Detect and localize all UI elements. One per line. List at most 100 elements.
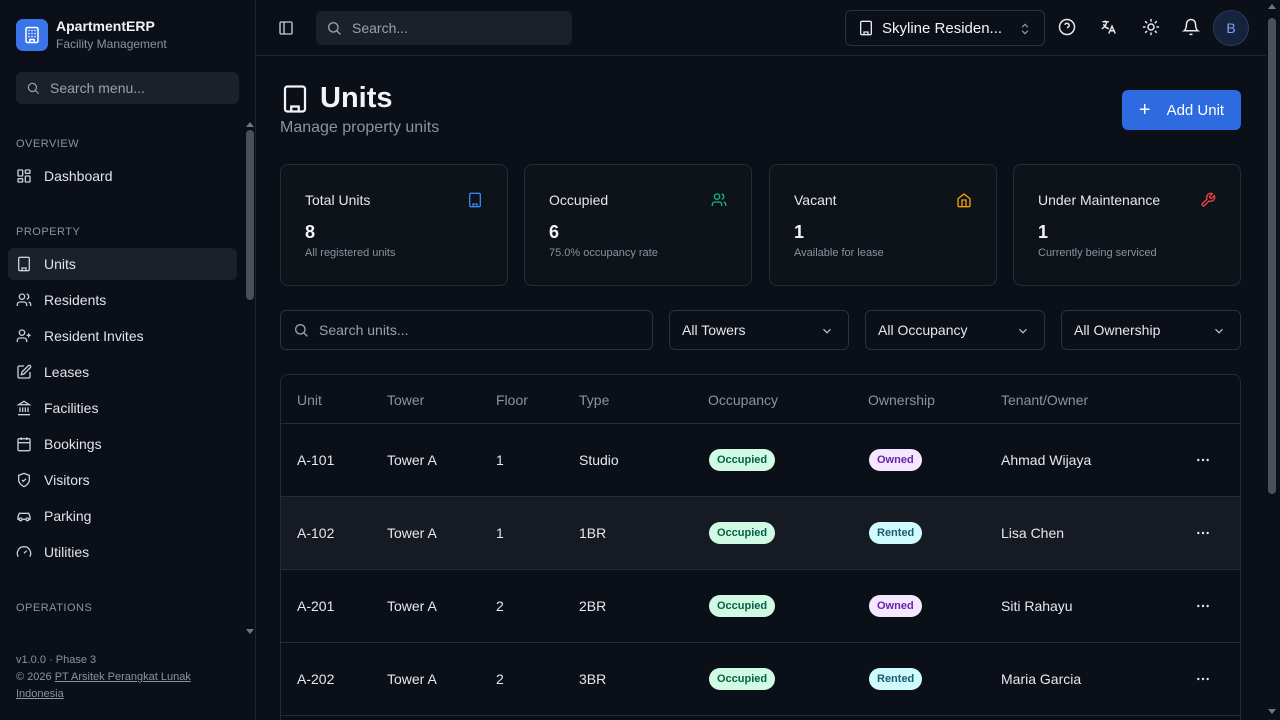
occupancy-badge: Occupied xyxy=(709,522,776,544)
ownership-badge: Rented xyxy=(869,522,923,544)
dashboard-icon xyxy=(17,169,31,183)
calendar-icon xyxy=(17,437,31,452)
sidebar-item-leases[interactable]: Leases xyxy=(8,356,237,388)
sidebar-item-utilities[interactable]: Utilities xyxy=(8,536,237,568)
more-horizontal-icon[interactable] xyxy=(1195,671,1211,687)
tower-filter-select[interactable]: All Towers xyxy=(669,310,849,350)
cell-tenant: Siti Rahayu xyxy=(1001,598,1073,614)
wrench-icon xyxy=(1201,192,1216,207)
search-icon xyxy=(328,22,341,35)
cell-unit: A-102 xyxy=(297,525,335,541)
sidebar-scroll-thumb[interactable] xyxy=(246,130,254,300)
page-title: Units xyxy=(320,82,393,114)
column-header-floor[interactable]: Floor xyxy=(496,392,528,408)
property-selector[interactable]: Skyline Residen... xyxy=(845,10,1045,46)
more-horizontal-icon[interactable] xyxy=(1195,525,1211,541)
search-icon xyxy=(27,82,39,94)
page-scroll-down-icon[interactable] xyxy=(1268,709,1276,714)
column-header-type[interactable]: Type xyxy=(579,392,610,408)
page-scroll-thumb[interactable] xyxy=(1268,18,1276,494)
cell-type: 2BR xyxy=(579,598,607,614)
ownership-badge: Owned xyxy=(869,595,922,617)
plus-icon: + xyxy=(1138,99,1151,121)
sidebar-nav: OVERVIEW Dashboard PROPERTY Units Reside… xyxy=(0,120,244,636)
stat-note: Currently being serviced xyxy=(1038,247,1157,259)
scroll-down-arrow-icon[interactable] xyxy=(246,629,254,634)
global-search-input[interactable]: Search... xyxy=(316,11,572,45)
stat-label: Total Units xyxy=(305,192,371,208)
sidebar-item-label: Leases xyxy=(44,364,90,380)
topbar: Search... Skyline Residen... B xyxy=(256,0,1266,56)
table-row[interactable]: A-202 Tower A 2 3BR Occupied Rented Mari… xyxy=(281,643,1240,716)
shield-check-icon xyxy=(18,472,30,488)
ownership-filter-value: All Ownership xyxy=(1074,322,1161,338)
ownership-badge: Rented xyxy=(869,668,923,690)
sidebar-item-label: Dashboard xyxy=(44,168,113,184)
search-icon xyxy=(295,324,308,337)
building-icon xyxy=(18,256,30,272)
sidebar-item-visitors[interactable]: Visitors xyxy=(8,464,237,496)
theme-sun-icon[interactable] xyxy=(1142,18,1162,38)
sidebar-item-units[interactable]: Units xyxy=(8,248,237,280)
sidebar-item-bookings[interactable]: Bookings xyxy=(8,428,237,460)
sidebar-item-facilities[interactable]: Facilities xyxy=(8,392,237,424)
column-header-ownership[interactable]: Ownership xyxy=(868,392,935,408)
user-avatar[interactable]: B xyxy=(1213,10,1249,46)
page-header: Units xyxy=(280,82,393,115)
section-overview: OVERVIEW xyxy=(16,138,80,150)
menu-search-input[interactable]: Search menu... xyxy=(16,72,239,104)
sidebar-scrollbar[interactable] xyxy=(245,120,255,636)
cell-tower: Tower A xyxy=(387,525,437,541)
table-row[interactable]: A-101 Tower A 1 Studio Occupied Owned Ah… xyxy=(281,424,1240,497)
company-link[interactable]: PT Arsitek Perangkat Lunak Indonesia xyxy=(16,671,191,700)
stat-card-occupied: Occupied 6 75.0% occupancy rate xyxy=(524,164,752,286)
stat-value: 1 xyxy=(1038,222,1049,242)
occupancy-filter-select[interactable]: All Occupancy xyxy=(865,310,1045,350)
sidebar-item-dashboard[interactable]: Dashboard xyxy=(8,160,237,192)
users-icon xyxy=(711,193,727,206)
copyright-year: © 2026 xyxy=(16,671,52,683)
version-text: v1.0.0 · Phase 3 xyxy=(16,654,97,666)
help-icon[interactable] xyxy=(1058,18,1078,38)
table-row[interactable]: A-201 Tower A 2 2BR Occupied Owned Siti … xyxy=(281,570,1240,643)
page-scroll-up-icon[interactable] xyxy=(1268,4,1276,9)
units-table: Unit Tower Floor Type Occupancy Ownershi… xyxy=(280,374,1241,720)
stat-note: Available for lease xyxy=(794,247,884,259)
column-header-tower[interactable]: Tower xyxy=(387,392,425,408)
column-header-occupancy[interactable]: Occupancy xyxy=(708,392,779,408)
sidebar-item-parking[interactable]: Parking xyxy=(8,500,237,532)
property-name: Skyline Residen... xyxy=(882,19,1003,37)
section-property: PROPERTY xyxy=(16,226,81,238)
sidebar-item-resident-invites[interactable]: Resident Invites xyxy=(8,320,237,352)
more-horizontal-icon[interactable] xyxy=(1195,598,1211,614)
column-header-unit[interactable]: Unit xyxy=(297,392,322,408)
sidebar-item-residents[interactable]: Residents xyxy=(8,284,237,316)
sidebar-item-label: Bookings xyxy=(44,436,102,452)
chevron-down-icon xyxy=(1019,328,1027,334)
add-unit-button[interactable]: + Add Unit xyxy=(1122,90,1241,130)
sidebar-item-label: Residents xyxy=(44,292,107,308)
cell-type: 1BR xyxy=(579,525,607,541)
ownership-filter-select[interactable]: All Ownership xyxy=(1061,310,1241,350)
sidebar-toggle-icon[interactable] xyxy=(278,20,294,36)
cell-tower: Tower A xyxy=(387,671,437,687)
sidebar-footer: v1.0.0 · Phase 3 © 2026 PT Arsitek Peran… xyxy=(16,652,241,703)
column-header-tenant-owner[interactable]: Tenant/Owner xyxy=(1001,392,1089,408)
add-unit-label: Add Unit xyxy=(1166,101,1225,119)
language-icon[interactable] xyxy=(1100,18,1120,38)
ownership-badge: Owned xyxy=(869,449,922,471)
cell-tenant: Lisa Chen xyxy=(1001,525,1065,541)
section-operations: OPERATIONS xyxy=(16,602,93,614)
global-search-placeholder: Search... xyxy=(352,20,409,36)
table-row[interactable]: A-102 Tower A 1 1BR Occupied Rented Lisa… xyxy=(281,497,1240,570)
cell-type: Studio xyxy=(579,452,619,468)
unit-search-input[interactable]: Search units... xyxy=(280,310,653,350)
brand[interactable]: ApartmentERP Facility Management xyxy=(16,18,167,52)
cell-floor: 2 xyxy=(496,671,504,687)
notification-bell-icon[interactable] xyxy=(1182,18,1202,38)
scroll-up-arrow-icon[interactable] xyxy=(246,122,254,127)
menu-search-placeholder: Search menu... xyxy=(50,80,145,96)
more-horizontal-icon[interactable] xyxy=(1195,452,1211,468)
building-icon xyxy=(16,19,48,51)
brand-name: ApartmentERP xyxy=(56,18,155,34)
